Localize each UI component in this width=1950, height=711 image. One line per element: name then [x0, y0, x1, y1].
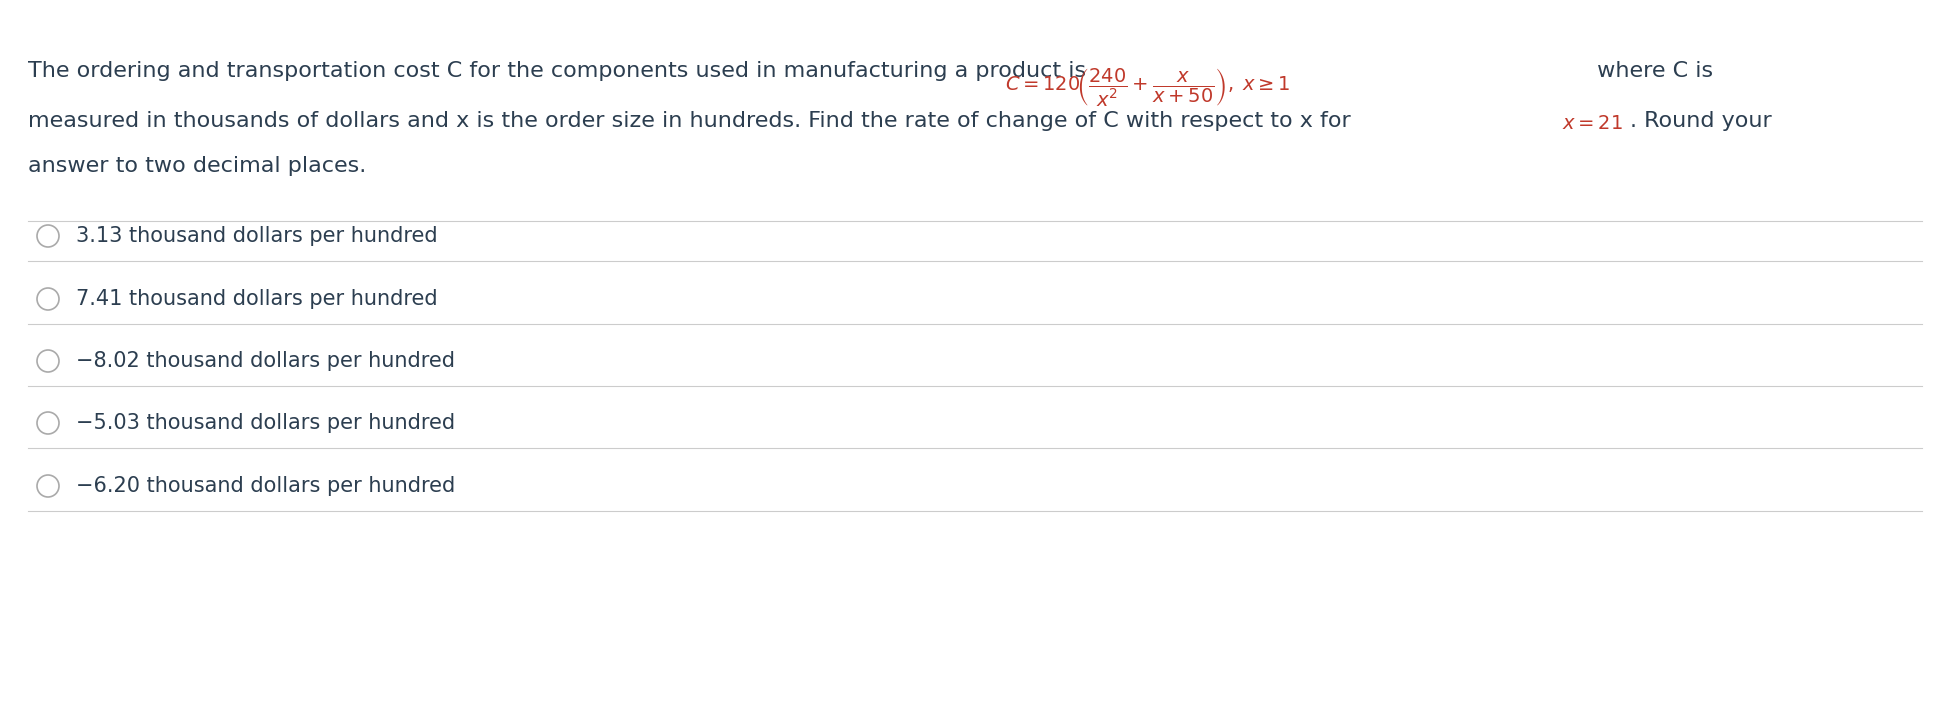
Text: −5.03 thousand dollars per hundred: −5.03 thousand dollars per hundred [76, 413, 454, 433]
Text: . Round your: . Round your [1630, 111, 1773, 131]
Text: 7.41 thousand dollars per hundred: 7.41 thousand dollars per hundred [76, 289, 437, 309]
Text: $\mathit{x} = 21$: $\mathit{x} = 21$ [1562, 114, 1622, 133]
Text: The ordering and transportation cost C for the components used in manufacturing : The ordering and transportation cost C f… [27, 61, 1094, 81]
Text: 3.13 thousand dollars per hundred: 3.13 thousand dollars per hundred [76, 226, 437, 246]
Text: −6.20 thousand dollars per hundred: −6.20 thousand dollars per hundred [76, 476, 454, 496]
Text: where C is: where C is [1589, 61, 1714, 81]
Text: measured in thousands of dollars and x is the order size in hundreds. Find the r: measured in thousands of dollars and x i… [27, 111, 1357, 131]
Text: answer to two decimal places.: answer to two decimal places. [27, 156, 367, 176]
Text: $\mathit{C} = 120\!\left(\dfrac{240}{x^2}+\dfrac{x}{x+50}\right),\; x \geq 1$: $\mathit{C} = 120\!\left(\dfrac{240}{x^2… [1004, 66, 1291, 108]
Text: −8.02 thousand dollars per hundred: −8.02 thousand dollars per hundred [76, 351, 454, 371]
